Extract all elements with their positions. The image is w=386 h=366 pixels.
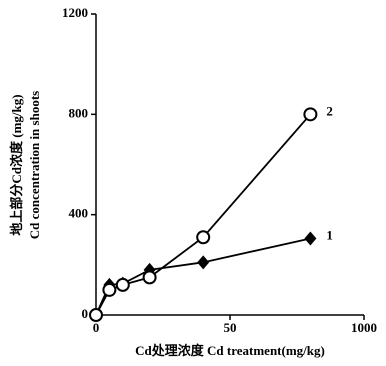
marker <box>102 282 117 297</box>
marker <box>197 255 210 270</box>
marker <box>89 308 103 322</box>
series-line <box>95 237 311 316</box>
marker <box>115 277 130 292</box>
y-axis-label: Cd concentration in shoots <box>27 91 42 239</box>
x-tick-label: 50 <box>224 320 237 335</box>
x-tick-label: 1000 <box>351 320 377 335</box>
y-axis-label: 地上部分Cd浓度 (mg/kg) <box>9 94 24 235</box>
marker <box>303 107 318 122</box>
y-tick-label: 0 <box>82 306 89 321</box>
y-tick-label: 1200 <box>62 5 88 20</box>
series-label: 1 <box>326 227 333 242</box>
x-tick-label: 0 <box>93 320 100 335</box>
series-label: 2 <box>326 103 333 118</box>
y-tick-label: 800 <box>69 105 89 120</box>
x-axis-label: Cd处理浓度 Cd treatment(mg/kg) <box>135 343 325 358</box>
marker <box>304 231 317 246</box>
marker <box>142 270 157 285</box>
y-tick-label: 400 <box>69 206 89 221</box>
marker <box>196 230 211 245</box>
